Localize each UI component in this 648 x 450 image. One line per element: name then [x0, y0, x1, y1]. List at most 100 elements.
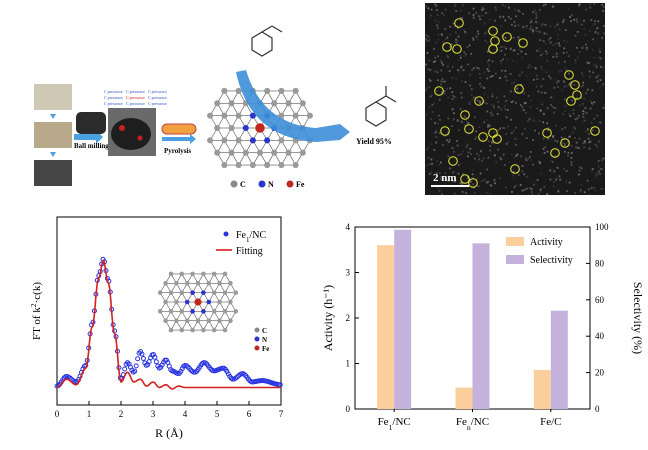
- noise-speck: [542, 112, 545, 115]
- noise-speck: [470, 153, 473, 155]
- noise-speck: [444, 8, 447, 11]
- noise-speck: [514, 126, 517, 129]
- noise-speck: [580, 23, 583, 26]
- noise-speck: [484, 22, 486, 25]
- noise-speck: [502, 154, 505, 157]
- noise-speck: [570, 152, 573, 155]
- noise-speck: [557, 22, 560, 25]
- noise-speck: [491, 60, 494, 63]
- noise-speck: [478, 100, 481, 103]
- noise-speck: [427, 146, 430, 149]
- exafs-y-axis-label: FT of k2·c(k): [29, 282, 44, 340]
- noise-speck: [510, 153, 513, 156]
- noise-speck: [580, 183, 582, 186]
- atom: [211, 271, 217, 277]
- atom: [168, 271, 174, 277]
- noise-speck: [438, 20, 440, 23]
- noise-speck: [505, 143, 508, 145]
- noise-speck: [516, 153, 519, 156]
- acetophenone-structure: [365, 86, 397, 127]
- bar-left-tick-label: 3: [346, 268, 351, 278]
- atom: [211, 327, 217, 333]
- noise-speck: [582, 115, 584, 118]
- selectivity-bar: [394, 229, 412, 409]
- noise-speck: [491, 75, 494, 77]
- noise-speck: [456, 26, 459, 29]
- noise-speck: [573, 126, 576, 129]
- noise-speck: [531, 28, 534, 31]
- noise-speck: [481, 14, 484, 17]
- noise-speck: [425, 34, 428, 37]
- noise-speck: [515, 15, 518, 18]
- noise-speck: [512, 81, 515, 84]
- noise-speck: [544, 3, 547, 6]
- noise-speck: [555, 177, 558, 180]
- noise-speck: [433, 102, 435, 105]
- noise-speck: [425, 63, 428, 66]
- noise-speck: [516, 53, 519, 56]
- noise-speck: [543, 186, 546, 188]
- noise-speck: [550, 96, 553, 99]
- powder-pile: [111, 118, 151, 150]
- noise-speck: [602, 157, 605, 160]
- noise-speck: [522, 25, 525, 28]
- noise-speck: [446, 65, 449, 68]
- noise-speck: [544, 146, 547, 148]
- noise-speck: [530, 191, 533, 193]
- noise-speck: [454, 180, 456, 183]
- noise-speck: [499, 156, 502, 159]
- noise-speck: [479, 82, 481, 85]
- atom: [206, 280, 212, 286]
- bar-right-tick-label: 80: [595, 258, 605, 268]
- atom: [163, 318, 168, 324]
- atom: [206, 299, 212, 305]
- noise-speck: [468, 103, 471, 106]
- noise-speck: [573, 18, 575, 21]
- noise-speck: [536, 74, 538, 77]
- noise-speck: [479, 150, 482, 153]
- svg-text:C: C: [240, 180, 246, 189]
- noise-speck: [601, 37, 603, 39]
- noise-speck: [510, 23, 513, 26]
- atom: [233, 309, 239, 314]
- noise-speck: [441, 12, 444, 14]
- noise-speck: [453, 95, 455, 98]
- noise-speck: [591, 89, 594, 92]
- noise-speck: [536, 30, 539, 33]
- atom: [184, 299, 190, 305]
- noise-speck: [505, 116, 508, 119]
- noise-speck: [568, 181, 571, 184]
- noise-speck: [476, 30, 479, 33]
- noise-speck: [553, 111, 556, 114]
- noise-speck: [563, 66, 566, 69]
- noise-speck: [581, 167, 584, 170]
- noise-speck: [472, 96, 475, 99]
- noise-speck: [438, 98, 441, 101]
- noise-speck: [586, 128, 589, 131]
- noise-speck: [493, 178, 496, 181]
- noise-speck: [554, 139, 556, 142]
- noise-speck: [588, 75, 591, 78]
- noise-speck: [562, 51, 565, 54]
- single-atom-marker: [452, 44, 462, 54]
- noise-speck: [440, 33, 443, 36]
- atom: [264, 137, 271, 144]
- noise-speck: [529, 28, 532, 30]
- noise-speck: [504, 53, 506, 56]
- noise-speck: [584, 107, 587, 110]
- noise-speck: [576, 46, 578, 49]
- noise-speck: [571, 109, 574, 112]
- noise-speck: [540, 54, 542, 57]
- noise-speck: [588, 62, 591, 65]
- noise-speck: [472, 14, 475, 16]
- noise-speck: [498, 177, 501, 180]
- atom: [222, 271, 228, 277]
- noise-speck: [579, 104, 581, 107]
- noise-speck: [566, 190, 568, 193]
- atom: [256, 149, 264, 156]
- noise-speck: [486, 168, 489, 171]
- noise-speck: [567, 151, 570, 154]
- noise-speck: [459, 162, 462, 165]
- noise-speck: [489, 192, 492, 195]
- noise-speck: [519, 184, 522, 187]
